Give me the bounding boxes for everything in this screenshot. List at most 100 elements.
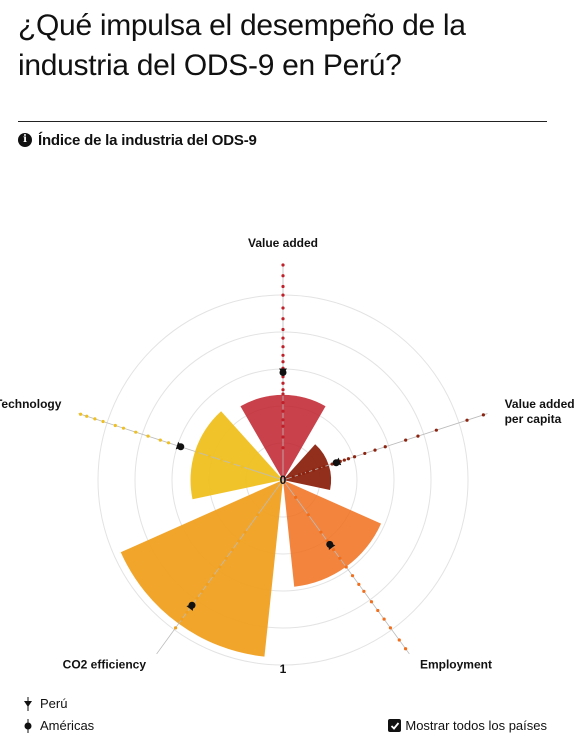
- country-point[interactable]: [281, 345, 285, 349]
- country-point[interactable]: [294, 495, 298, 499]
- country-point[interactable]: [344, 565, 348, 569]
- country-point[interactable]: [195, 450, 199, 454]
- country-point[interactable]: [297, 473, 301, 477]
- country-point[interactable]: [306, 513, 310, 517]
- country-point[interactable]: [281, 360, 285, 364]
- peru-point-employment[interactable]: [328, 542, 336, 550]
- country-point[interactable]: [281, 327, 285, 332]
- country-point[interactable]: [342, 458, 346, 462]
- country-point[interactable]: [363, 451, 367, 456]
- country-point[interactable]: [373, 448, 377, 452]
- country-point[interactable]: [357, 582, 361, 586]
- country-point[interactable]: [237, 539, 241, 543]
- country-point[interactable]: [382, 617, 386, 621]
- country-point[interactable]: [180, 617, 184, 621]
- country-point[interactable]: [281, 353, 285, 357]
- bar-value_added_per_capita[interactable]: [283, 444, 332, 491]
- labels-layer: Value added Value added per capita Employme…: [0, 236, 575, 676]
- chart-subtitle: i Índice de la industria del ODS-9: [18, 130, 257, 150]
- country-point[interactable]: [218, 565, 222, 569]
- country-point[interactable]: [350, 574, 355, 578]
- country-point[interactable]: [207, 454, 211, 458]
- country-point[interactable]: [281, 336, 285, 340]
- country-point[interactable]: [121, 426, 126, 430]
- country-point[interactable]: [78, 412, 83, 416]
- country-point[interactable]: [291, 475, 295, 479]
- country-point[interactable]: [322, 465, 326, 469]
- legend-americas-label: Américas: [40, 718, 95, 733]
- country-point[interactable]: [173, 626, 178, 630]
- country-point[interactable]: [195, 596, 199, 600]
- country-point[interactable]: [369, 600, 374, 604]
- country-point[interactable]: [338, 556, 342, 560]
- country-point[interactable]: [281, 375, 285, 379]
- country-point[interactable]: [281, 435, 285, 439]
- bar-employment[interactable]: [283, 480, 382, 587]
- country-point[interactable]: [134, 430, 138, 434]
- show-all-countries-toggle[interactable]: Mostrar todos los países: [388, 718, 547, 733]
- country-point[interactable]: [281, 392, 285, 396]
- country-point[interactable]: [376, 608, 380, 613]
- country-point[interactable]: [281, 418, 285, 422]
- country-point[interactable]: [481, 413, 485, 417]
- bar-co2_efficiency[interactable]: [120, 480, 283, 657]
- country-point[interactable]: [158, 438, 162, 442]
- country-point[interactable]: [281, 409, 285, 413]
- country-point[interactable]: [388, 626, 393, 630]
- country-point[interactable]: [281, 388, 285, 392]
- peru-point-technology[interactable]: [175, 441, 183, 450]
- country-point[interactable]: [281, 381, 285, 385]
- country-point[interactable]: [281, 306, 285, 310]
- country-point[interactable]: [404, 438, 408, 442]
- country-point[interactable]: [281, 284, 285, 289]
- country-point[interactable]: [301, 471, 306, 475]
- country-point[interactable]: [281, 263, 285, 267]
- peru-point-value_added_per_capita[interactable]: [334, 457, 342, 466]
- country-point[interactable]: [305, 470, 310, 474]
- country-point[interactable]: [362, 589, 366, 593]
- show-all-countries-label: Mostrar todos los países: [405, 718, 547, 733]
- country-point[interactable]: [211, 574, 216, 578]
- country-point[interactable]: [383, 445, 387, 449]
- country-point[interactable]: [166, 441, 171, 445]
- checkbox-checked-icon[interactable]: [388, 719, 402, 732]
- country-point[interactable]: [434, 428, 438, 432]
- peru-point-co2_efficiency[interactable]: [186, 603, 194, 611]
- country-point[interactable]: [113, 423, 117, 428]
- country-point[interactable]: [281, 446, 285, 450]
- americas-marker-icon: [24, 718, 32, 733]
- polar-chart: Value added Value added per capita Employme…: [0, 236, 575, 676]
- country-point[interactable]: [185, 610, 189, 614]
- country-point[interactable]: [220, 458, 224, 462]
- peru-point-value_added[interactable]: [279, 368, 287, 375]
- country-point[interactable]: [281, 317, 285, 321]
- country-point[interactable]: [281, 401, 285, 405]
- country-point[interactable]: [101, 419, 105, 424]
- country-point[interactable]: [281, 293, 285, 297]
- country-point[interactable]: [397, 638, 401, 642]
- country-point[interactable]: [240, 465, 244, 469]
- country-point[interactable]: [346, 457, 351, 461]
- country-point[interactable]: [281, 424, 285, 428]
- country-point[interactable]: [416, 434, 420, 438]
- country-point[interactable]: [331, 547, 336, 552]
- country-point[interactable]: [146, 434, 150, 438]
- country-point[interactable]: [200, 589, 204, 593]
- country-point[interactable]: [224, 556, 228, 560]
- country-point[interactable]: [465, 418, 469, 422]
- country-point[interactable]: [230, 461, 234, 465]
- country-point[interactable]: [93, 417, 97, 421]
- country-point[interactable]: [243, 530, 247, 534]
- country-point[interactable]: [319, 530, 323, 534]
- country-point[interactable]: [312, 468, 316, 472]
- country-point[interactable]: [85, 414, 89, 418]
- bar-technology[interactable]: [190, 411, 283, 500]
- country-point[interactable]: [256, 513, 260, 517]
- info-icon[interactable]: i: [18, 133, 32, 147]
- country-point[interactable]: [352, 455, 357, 459]
- country-point[interactable]: [281, 274, 285, 278]
- country-point[interactable]: [403, 647, 408, 651]
- country-point[interactable]: [230, 547, 235, 552]
- country-point[interactable]: [205, 582, 209, 586]
- country-point[interactable]: [318, 466, 322, 470]
